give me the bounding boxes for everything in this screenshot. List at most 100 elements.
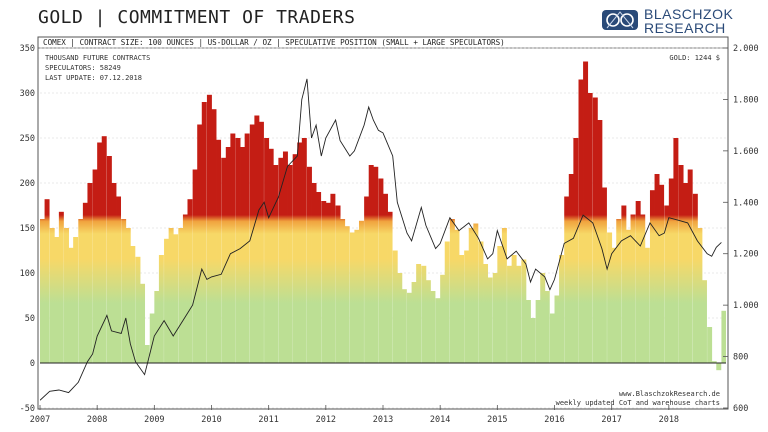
cot-bar bbox=[297, 142, 303, 363]
cot-bar bbox=[301, 138, 307, 363]
right-axis: 2.000 1.800 1.600 1.400 1.200 1.000 800 600 bbox=[723, 44, 759, 414]
cot-bar bbox=[311, 183, 317, 363]
cot-bar bbox=[554, 295, 560, 363]
y-left-tick-label: 250 bbox=[20, 134, 35, 144]
cot-bar bbox=[525, 300, 531, 363]
cot-bar bbox=[64, 228, 69, 363]
cot-bar bbox=[668, 178, 674, 363]
cot-bar bbox=[564, 196, 570, 363]
cot-bar bbox=[249, 124, 255, 363]
cot-bar bbox=[197, 124, 203, 363]
cot-bar bbox=[111, 183, 117, 363]
cot-bar bbox=[616, 219, 622, 363]
cot-bar bbox=[492, 273, 498, 363]
cot-bar bbox=[664, 205, 670, 363]
cot-bar bbox=[635, 201, 641, 363]
gold-price-polyline bbox=[40, 78, 722, 401]
cot-bar bbox=[335, 205, 341, 363]
cot-bar bbox=[583, 61, 589, 363]
y-right-tick-label: 600 bbox=[733, 404, 748, 414]
y-left-tick-label: 100 bbox=[20, 269, 35, 279]
cot-bar bbox=[568, 174, 574, 363]
cot-bar bbox=[559, 255, 565, 363]
x-tick-label: 2018 bbox=[659, 415, 679, 425]
cot-bar bbox=[625, 229, 631, 363]
cot-bar bbox=[325, 202, 331, 363]
cot-bar bbox=[521, 259, 527, 363]
info-line-3: LAST UPDATE: 07.12.2018 bbox=[45, 74, 142, 82]
cot-bar bbox=[497, 246, 503, 363]
cot-bar bbox=[106, 156, 112, 363]
cot-bar bbox=[211, 109, 217, 363]
cot-bar bbox=[435, 298, 441, 363]
y-right-tick-label: 1.200 bbox=[733, 250, 759, 260]
cot-bar bbox=[192, 169, 198, 363]
cot-bar bbox=[444, 241, 450, 363]
cot-bar bbox=[401, 289, 407, 363]
cot-bar bbox=[511, 255, 517, 363]
cot-bar bbox=[292, 154, 298, 363]
cot-bar bbox=[378, 178, 384, 363]
cot-bar bbox=[483, 264, 489, 363]
brand-logo[interactable]: BLASCHZOK RESEARCH bbox=[600, 5, 765, 36]
cot-bar bbox=[158, 255, 164, 363]
cot-bar bbox=[454, 229, 460, 363]
x-tick-label: 2007 bbox=[30, 415, 50, 425]
cot-bar bbox=[173, 234, 179, 363]
cot-bar bbox=[49, 228, 55, 363]
cot-bar bbox=[440, 274, 446, 363]
cot-bar bbox=[468, 228, 474, 363]
logo-line-1: BLASCHZOK bbox=[644, 6, 734, 22]
cot-bar bbox=[573, 138, 579, 363]
cot-bar bbox=[78, 219, 84, 363]
cot-bar bbox=[392, 250, 398, 363]
cot-bar bbox=[87, 183, 93, 363]
cot-bar bbox=[611, 247, 617, 363]
y-right-tick-label: 1.000 bbox=[733, 301, 759, 311]
x-axis: 2007 2008 2009 2010 2011 2012 2013 2014 2015 2016… bbox=[30, 405, 679, 425]
cot-bar bbox=[344, 226, 350, 363]
cot-bar bbox=[135, 256, 141, 363]
cot-bar bbox=[721, 310, 726, 363]
x-tick-label: 2015 bbox=[487, 415, 507, 425]
cot-bar bbox=[368, 165, 374, 363]
cot-bar bbox=[383, 193, 388, 363]
cot-bar bbox=[407, 292, 412, 363]
footer-url: www.BlaschzokResearch.de bbox=[619, 390, 720, 398]
y-left-tick-label: 350 bbox=[20, 44, 35, 54]
cot-bar bbox=[54, 237, 60, 363]
left-axis: 350 300 250 200 150 100 50 0 -50 bbox=[20, 44, 35, 414]
cot-bar bbox=[607, 232, 613, 363]
y-left-tick-label: 0 bbox=[30, 359, 35, 369]
cot-bar bbox=[44, 199, 50, 363]
cot-bar bbox=[178, 228, 184, 363]
cot-bar bbox=[130, 246, 136, 363]
cot-bar bbox=[287, 165, 293, 363]
cot-bar bbox=[425, 280, 431, 363]
cot-bar bbox=[235, 138, 241, 363]
cot-bar bbox=[349, 232, 355, 363]
cot-bar bbox=[201, 102, 207, 363]
chart-title: GOLD | COMMITMENT OF TRADERS bbox=[38, 7, 356, 28]
y-right-tick-label: 1.400 bbox=[733, 198, 759, 208]
gold-price-label: GOLD: 1244 $ bbox=[669, 54, 720, 62]
x-tick-label: 2016 bbox=[544, 415, 564, 425]
cot-bar bbox=[225, 147, 231, 363]
cot-bar bbox=[306, 166, 312, 363]
cot-bar bbox=[449, 219, 455, 363]
cot-bar bbox=[92, 169, 98, 363]
gold-price-line bbox=[40, 78, 722, 401]
cot-bar bbox=[40, 219, 45, 363]
y-left-tick-label: 150 bbox=[20, 224, 35, 234]
y-left-tick-label: 50 bbox=[25, 314, 35, 324]
cot-bar bbox=[121, 219, 127, 363]
x-tick-label: 2014 bbox=[430, 415, 450, 425]
x-tick-label: 2017 bbox=[601, 415, 621, 425]
cot-bar bbox=[687, 169, 693, 363]
cot-bar bbox=[125, 228, 131, 363]
cot-bar bbox=[168, 228, 174, 363]
cot-bar bbox=[340, 219, 346, 363]
cot-bar bbox=[268, 148, 274, 363]
cot-bar bbox=[516, 265, 522, 363]
